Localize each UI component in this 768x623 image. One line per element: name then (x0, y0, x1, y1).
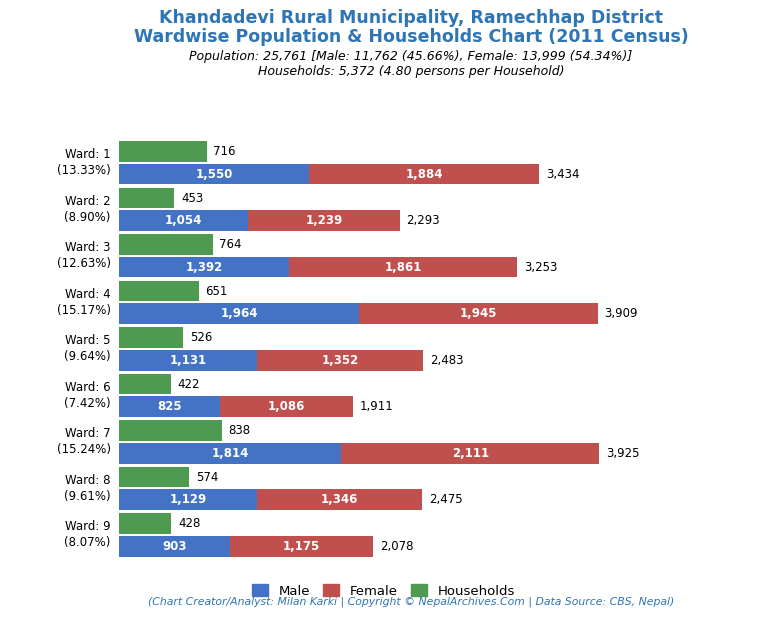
Text: 1,964: 1,964 (220, 307, 258, 320)
Text: 422: 422 (177, 378, 200, 391)
Text: 2,111: 2,111 (452, 447, 488, 460)
Bar (119, 257, 290, 277)
Text: 716: 716 (214, 145, 236, 158)
Text: 3,434: 3,434 (546, 168, 580, 181)
Bar (119, 164, 309, 184)
Text: 1,086: 1,086 (268, 400, 305, 413)
Bar (220, 396, 353, 417)
Bar (119, 396, 220, 417)
Bar (119, 350, 257, 371)
Bar (257, 490, 422, 510)
Text: 2,078: 2,078 (380, 540, 414, 553)
Bar (290, 257, 517, 277)
Text: 2,293: 2,293 (406, 214, 440, 227)
Text: (Chart Creator/Analyst: Milan Karki | Copyright © NepalArchives.Com | Data Sourc: (Chart Creator/Analyst: Milan Karki | Co… (147, 597, 674, 607)
Text: 574: 574 (196, 470, 218, 483)
Text: Wardwise Population & Households Chart (2011 Census): Wardwise Population & Households Chart (… (134, 28, 688, 46)
Text: 1,129: 1,129 (170, 493, 207, 506)
Bar (119, 513, 171, 534)
Bar (119, 303, 359, 324)
Bar (119, 234, 213, 255)
Text: 453: 453 (181, 191, 204, 204)
Bar (119, 443, 341, 464)
Bar (119, 141, 207, 162)
Bar (119, 490, 257, 510)
Bar (257, 350, 423, 371)
Text: 3,909: 3,909 (604, 307, 637, 320)
Bar (119, 281, 199, 302)
Bar (119, 211, 248, 231)
Text: 1,814: 1,814 (211, 447, 249, 460)
Text: 526: 526 (190, 331, 213, 344)
Text: Khandadevi Rural Municipality, Ramechhap District: Khandadevi Rural Municipality, Ramechhap… (159, 9, 663, 27)
Text: 1,131: 1,131 (170, 354, 207, 367)
Text: 1,884: 1,884 (406, 168, 443, 181)
Text: 1,945: 1,945 (460, 307, 497, 320)
Text: 428: 428 (178, 517, 200, 530)
Text: Households: 5,372 (4.80 persons per Household): Households: 5,372 (4.80 persons per Hous… (257, 65, 564, 78)
Bar (119, 327, 184, 348)
Bar (230, 536, 373, 556)
Text: 1,054: 1,054 (165, 214, 202, 227)
Bar (119, 421, 222, 441)
Bar (248, 211, 399, 231)
Bar (119, 374, 170, 394)
Text: Population: 25,761 [Male: 11,762 (45.66%), Female: 13,999 (54.34%)]: Population: 25,761 [Male: 11,762 (45.66%… (189, 50, 633, 63)
Bar (341, 443, 600, 464)
Text: 1,550: 1,550 (195, 168, 233, 181)
Text: 903: 903 (162, 540, 187, 553)
Bar (119, 467, 189, 487)
Text: 2,475: 2,475 (429, 493, 462, 506)
Text: 1,392: 1,392 (186, 260, 223, 273)
Text: 3,253: 3,253 (524, 260, 558, 273)
Text: 3,925: 3,925 (606, 447, 640, 460)
Text: 764: 764 (220, 238, 242, 251)
Text: 2,483: 2,483 (429, 354, 463, 367)
Text: 1,175: 1,175 (283, 540, 320, 553)
Text: 1,911: 1,911 (359, 400, 393, 413)
Text: 651: 651 (206, 285, 228, 298)
Bar (309, 164, 539, 184)
Text: 1,352: 1,352 (322, 354, 359, 367)
Text: 1,346: 1,346 (321, 493, 359, 506)
Bar (359, 303, 598, 324)
Text: 825: 825 (157, 400, 182, 413)
Bar (119, 188, 174, 208)
Text: 1,861: 1,861 (385, 260, 422, 273)
Text: 838: 838 (228, 424, 250, 437)
Text: 1,239: 1,239 (305, 214, 343, 227)
Legend: Male, Female, Households: Male, Female, Households (247, 579, 520, 603)
Bar (119, 536, 230, 556)
